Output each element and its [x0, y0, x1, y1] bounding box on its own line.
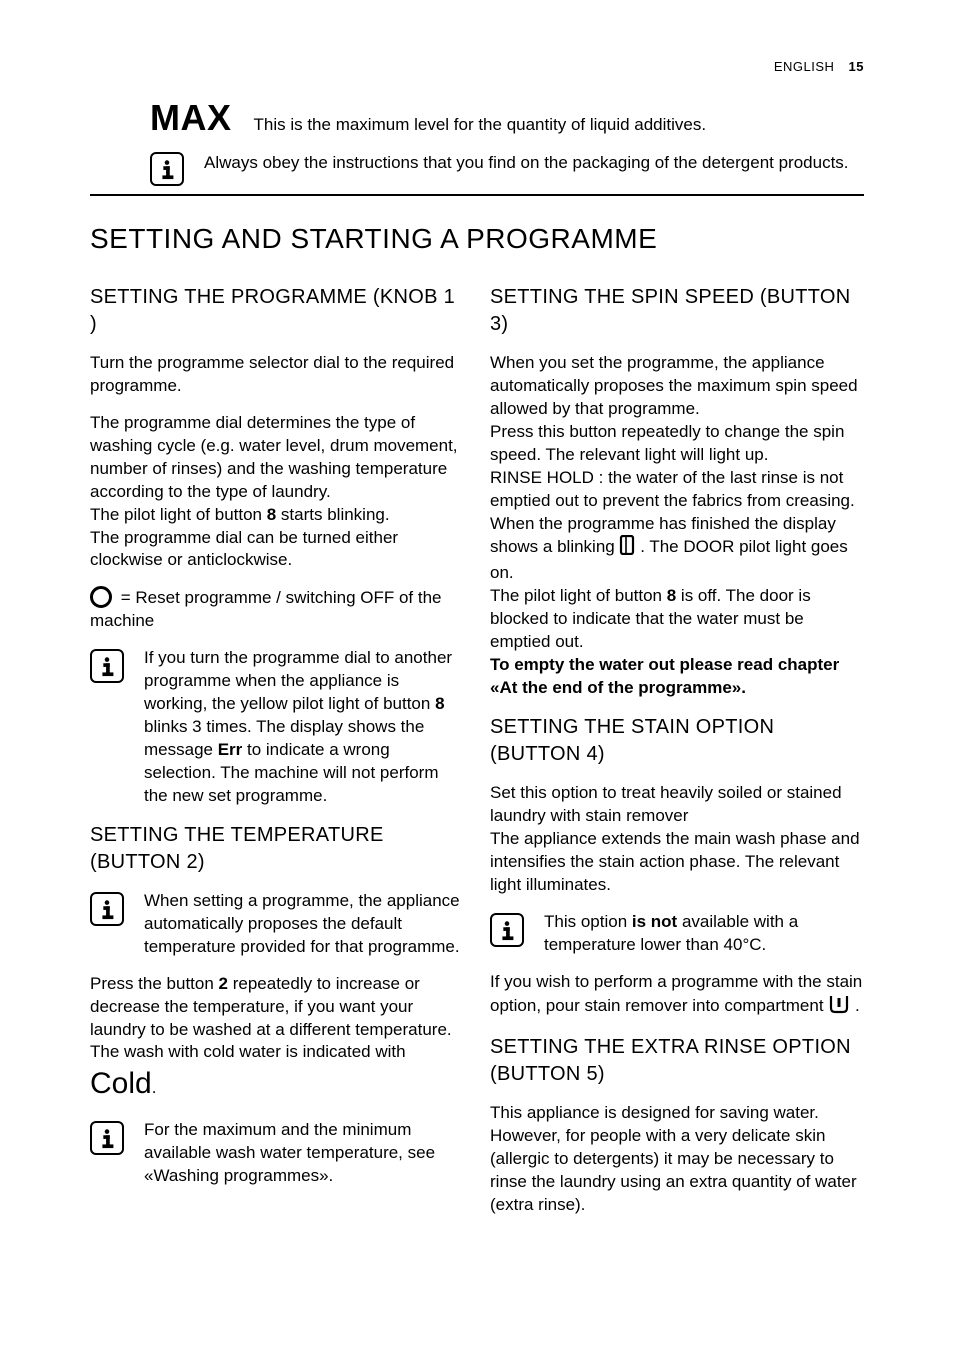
info-icon — [150, 152, 184, 186]
t: If you wish to perform a programme with … — [490, 972, 862, 1015]
button-8-ref: 8 — [267, 505, 276, 524]
max-label: MAX — [150, 94, 232, 143]
info-icon — [90, 1121, 124, 1155]
compartment-icon — [828, 994, 850, 1021]
door-blink-icon — [619, 535, 635, 562]
t: The pilot light of button — [490, 586, 667, 605]
t: If you turn the programme dial to anothe… — [144, 648, 452, 713]
t: Press the button — [90, 974, 219, 993]
main-heading: SETTING AND STARTING A PROGRAMME — [90, 220, 864, 258]
button-8-ref: 8 — [435, 694, 444, 713]
content-columns: SETTING THE PROGRAMME (KNOB 1 ) Turn the… — [90, 280, 864, 1217]
text-rinse-hold: RINSE HOLD : the water of the last rinse… — [490, 467, 864, 586]
err-label: Err — [218, 740, 243, 759]
info-stain-temp: This option is not available with a temp… — [490, 911, 864, 957]
text-door-blocked: The pilot light of button 8 is off. The … — [490, 585, 864, 654]
cold-label: Cold — [90, 1067, 152, 1100]
info-temp-range: For the maximum and the minimum availabl… — [90, 1119, 464, 1188]
column-left: SETTING THE PROGRAMME (KNOB 1 ) Turn the… — [90, 280, 464, 1217]
heading-extra-rinse: SETTING THE EXTRA RINSE OPTION (BUTTON 5… — [490, 1034, 864, 1088]
header-page-number: 15 — [849, 59, 864, 74]
text-stain-set: Set this option to treat heavily soiled … — [490, 782, 864, 828]
t: starts blinking. — [276, 505, 389, 524]
cold-dot: . — [152, 1078, 157, 1097]
text-spin-auto: When you set the programme, the applianc… — [490, 352, 864, 421]
button-2-ref: 2 — [219, 974, 228, 993]
reset-row: = Reset programme / switching OFF of the… — [90, 586, 464, 633]
max-row: MAX This is the maximum level for the qu… — [90, 94, 864, 143]
text-dial-direction: The programme dial can be turned either … — [90, 527, 464, 573]
is-not: is not — [632, 912, 677, 931]
text-delicate-skin: However, for people with a very delicate… — [490, 1125, 864, 1217]
text-saving-water: This appliance is designed for saving wa… — [490, 1102, 864, 1125]
info-default-temp: When setting a programme, the appliance … — [90, 890, 464, 959]
info-default-temp-text: When setting a programme, the appliance … — [144, 890, 464, 959]
text-cold-water: The wash with cold water is indicated wi… — [90, 1041, 464, 1064]
heading-spin-speed: SETTING THE SPIN SPEED (BUTTON 3) — [490, 284, 864, 338]
top-info-text: Always obey the instructions that you fi… — [204, 152, 849, 175]
t: The pilot light of button — [90, 505, 267, 524]
text-empty-water: To empty the water out please read chapt… — [490, 654, 864, 700]
text-press-button-2: Press the button 2 repeatedly to increas… — [90, 973, 464, 1042]
t: This option — [544, 912, 632, 931]
heading-stain-option: SETTING THE STAIN OPTION (BUTTON 4) — [490, 714, 864, 768]
reset-text: = Reset programme / switching OFF of the… — [90, 588, 442, 630]
reset-off-icon — [90, 586, 112, 608]
info-stain-temp-text: This option is not available with a temp… — [544, 911, 864, 957]
heading-set-programme: SETTING THE PROGRAMME (KNOB 1 ) — [90, 284, 464, 338]
info-icon — [90, 892, 124, 926]
info-wrong-selection: If you turn the programme dial to anothe… — [90, 647, 464, 808]
max-text: This is the maximum level for the quanti… — [254, 106, 707, 137]
text-stain-compartment: If you wish to perform a programme with … — [490, 971, 864, 1021]
text-turn-dial: Turn the programme selector dial to the … — [90, 352, 464, 398]
column-right: SETTING THE SPIN SPEED (BUTTON 3) When y… — [490, 280, 864, 1217]
cold-row: Cold. — [90, 1064, 464, 1105]
info-wrong-selection-text: If you turn the programme dial to anothe… — [144, 647, 464, 808]
text-spin-press: Press this button repeatedly to change t… — [490, 421, 864, 467]
text-pilot-light: The pilot light of button 8 starts blink… — [90, 504, 464, 527]
header-language: ENGLISH — [774, 59, 835, 74]
text-stain-extends: The appliance extends the main wash phas… — [490, 828, 864, 897]
page-header: ENGLISH 15 — [90, 58, 864, 76]
button-8-ref: 8 — [667, 586, 676, 605]
info-temp-range-text: For the maximum and the minimum availabl… — [144, 1119, 464, 1188]
info-icon — [490, 913, 524, 947]
heading-set-temperature: SETTING THE TEMPERATURE (BUTTON 2) — [90, 822, 464, 876]
t: . — [855, 996, 860, 1015]
text-dial-determines: The programme dial determines the type o… — [90, 412, 464, 504]
info-icon — [90, 649, 124, 683]
top-info-bar: Always obey the instructions that you fi… — [90, 152, 864, 196]
